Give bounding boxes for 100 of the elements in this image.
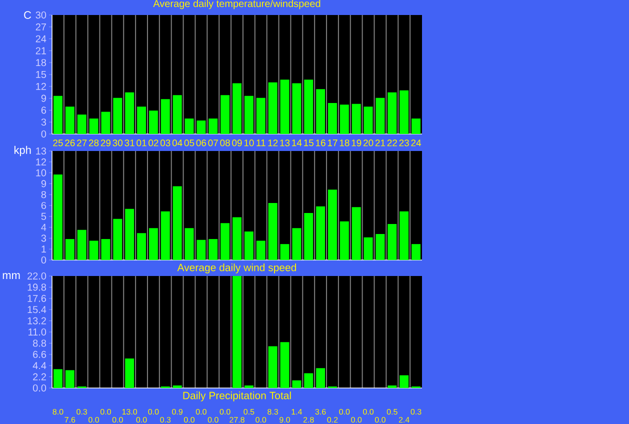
- bar: [292, 83, 302, 134]
- bar: [316, 206, 326, 260]
- y-tick-label: 12: [36, 82, 46, 90]
- bar: [77, 114, 86, 134]
- bar: [65, 370, 74, 388]
- bar: [292, 228, 302, 260]
- bar: [208, 118, 218, 134]
- x-tick-label: 14: [292, 140, 302, 146]
- bar: [148, 110, 158, 134]
- chart-title: Average daily temperature/windspeed: [153, 0, 320, 10]
- y-tick-label: 11.0: [28, 328, 46, 336]
- bar: [388, 224, 397, 260]
- x-tick-label: 0.0: [351, 416, 362, 423]
- bar: [352, 207, 361, 260]
- bar: [340, 221, 349, 260]
- bar: [125, 358, 134, 388]
- bar: [101, 112, 110, 134]
- x-tick-label: 22: [387, 140, 397, 146]
- y-tick-label: 13: [36, 147, 46, 155]
- y-tick-label: 22.0: [28, 272, 46, 280]
- x-axis-title: Average daily wind speed: [177, 264, 296, 274]
- x-tick-label: 28: [88, 140, 99, 146]
- x-tick-label: 0.9: [172, 408, 182, 415]
- bar: [364, 106, 373, 134]
- bar: [184, 118, 194, 134]
- bar: [304, 373, 314, 388]
- y-tick-label: 0: [41, 256, 46, 264]
- bar: [232, 276, 242, 388]
- x-tick-label: 12: [268, 140, 278, 146]
- bar: [256, 240, 266, 260]
- y-tick-label: 4: [41, 224, 46, 231]
- bar: [400, 90, 409, 134]
- x-tick-label: 20: [363, 140, 374, 146]
- x-tick-label: 0.3: [160, 416, 171, 423]
- bar: [232, 217, 242, 260]
- y-tick-label: 30: [36, 11, 46, 19]
- y-tick-label: 9: [41, 94, 46, 102]
- x-tick-label: 01: [136, 140, 146, 146]
- x-tick-label: 16: [316, 140, 326, 146]
- x-tick-label: 23: [399, 140, 409, 146]
- x-tick-label: 0.0: [374, 416, 386, 423]
- bar: [400, 211, 409, 260]
- bar: [316, 368, 326, 388]
- x-tick-label: 06: [196, 140, 206, 146]
- y-axis-title: mm: [2, 273, 20, 279]
- x-tick-label: 2.4: [398, 416, 410, 423]
- bar: [89, 118, 98, 134]
- bar: [340, 104, 349, 134]
- bar: [364, 237, 373, 260]
- y-tick-label: 27: [36, 23, 46, 30]
- bar: [196, 240, 206, 260]
- x-tick-label: 8.0: [52, 408, 64, 415]
- bar: [412, 244, 421, 260]
- bar: [280, 244, 290, 260]
- x-tick-label: 8.3: [268, 408, 278, 415]
- bar: [244, 231, 254, 260]
- y-tick-label: 1: [42, 246, 46, 253]
- x-tick-label: 09: [232, 140, 242, 146]
- x-tick-label: 0.0: [100, 408, 111, 415]
- y-tick-label: 9: [41, 180, 46, 188]
- bar: [125, 208, 134, 260]
- bar: [77, 230, 86, 260]
- x-tick-label: 0.0: [256, 416, 266, 423]
- bar: [137, 106, 146, 134]
- x-tick-label: 17: [328, 140, 338, 146]
- y-tick-label: 6.6: [33, 350, 46, 358]
- bar: [328, 103, 337, 134]
- x-tick-label: 0.3: [76, 408, 88, 415]
- bar: [208, 239, 218, 260]
- bar: [292, 380, 302, 388]
- x-tick-label: 0.0: [339, 408, 350, 415]
- y-axis-title: C: [24, 11, 32, 19]
- bar: [196, 120, 206, 134]
- bar: [53, 174, 62, 260]
- bar: [400, 375, 409, 388]
- bar: [113, 98, 122, 134]
- bar: [172, 385, 182, 388]
- y-tick-label: 8: [41, 191, 46, 198]
- bar: [388, 92, 397, 134]
- x-tick-label: 31: [124, 140, 134, 146]
- bar: [232, 83, 242, 134]
- x-tick-label: 0.2: [327, 416, 338, 423]
- y-tick-label: 21: [36, 47, 46, 54]
- bar: [65, 106, 74, 134]
- bar: [280, 80, 290, 134]
- x-tick-label: 24: [411, 140, 422, 146]
- y-tick-label: 4.4: [32, 362, 46, 370]
- x-tick-label: 9.0: [280, 416, 290, 423]
- bar: [376, 98, 385, 134]
- bar: [268, 346, 278, 388]
- bar: [268, 202, 278, 260]
- x-tick-label: 05: [184, 140, 194, 146]
- bar: [53, 369, 62, 388]
- x-tick-label: 30: [112, 140, 123, 146]
- bar: [352, 104, 361, 134]
- bar: [65, 239, 74, 260]
- x-tick-label: 0.0: [196, 408, 206, 415]
- x-tick-label: 0.0: [220, 408, 230, 415]
- y-tick-label: 6: [41, 202, 46, 210]
- bar: [388, 385, 397, 388]
